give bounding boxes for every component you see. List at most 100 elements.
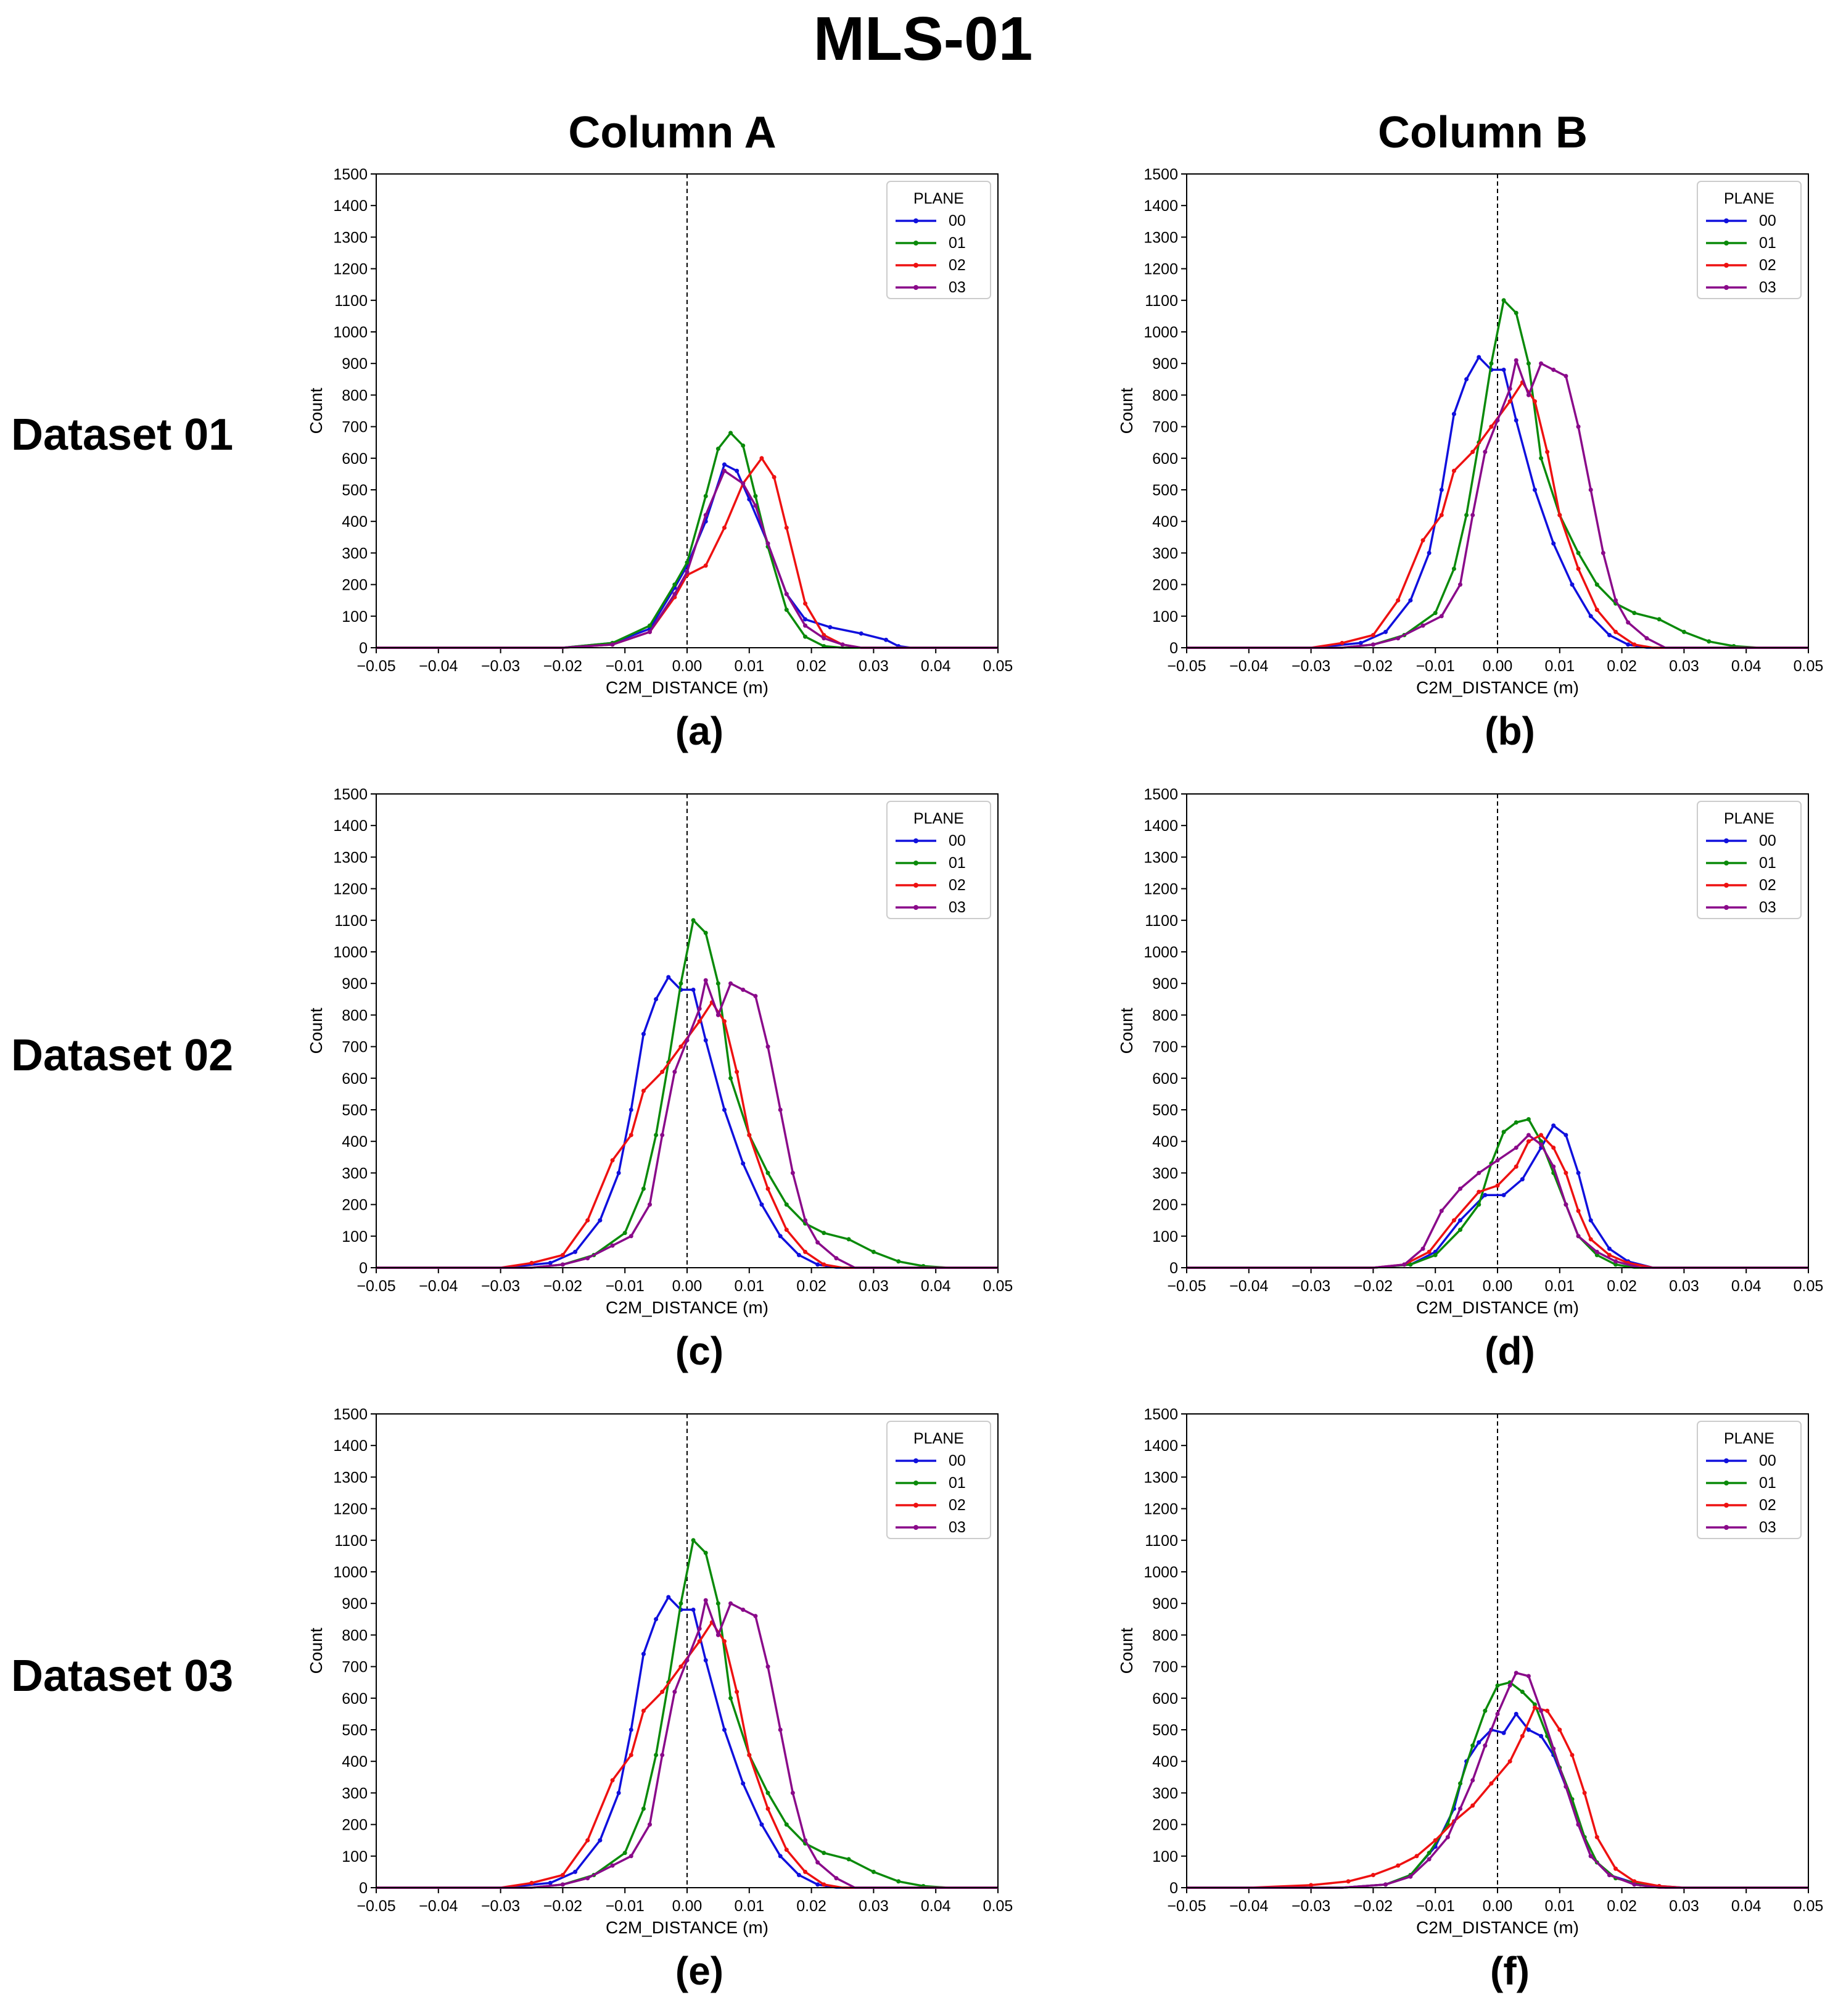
y-tick-label: 800 (1152, 1627, 1178, 1644)
series-point-01 (728, 431, 733, 436)
series-point-03 (1420, 1246, 1425, 1251)
y-tick-label: 1500 (333, 1406, 368, 1423)
series-point-02 (697, 1019, 702, 1024)
legend-marker-03 (913, 1525, 918, 1530)
y-tick-label: 400 (342, 513, 368, 531)
legend-label-03: 03 (949, 279, 966, 296)
legend-marker-03 (1724, 905, 1729, 910)
series-point-03 (648, 1202, 653, 1207)
y-tick-label: 1100 (334, 912, 368, 930)
series-line-02 (1187, 1134, 1808, 1269)
x-tick-label: 0.02 (1607, 1898, 1637, 1915)
series-point-03 (722, 468, 727, 473)
x-tick-label: 0.01 (734, 658, 764, 675)
legend-marker-00 (1724, 838, 1729, 843)
series-point-01 (1501, 298, 1506, 303)
series-point-01 (703, 494, 708, 498)
series-point-03 (815, 1860, 820, 1865)
series-point-03 (685, 569, 690, 574)
legend-title: PLANE (913, 810, 964, 827)
series-line-03 (1187, 1134, 1808, 1269)
y-tick-label: 700 (342, 1039, 368, 1056)
series-point-00 (1514, 418, 1518, 423)
series-point-03 (1594, 1249, 1599, 1254)
series-point-02 (722, 525, 727, 530)
y-tick-label: 1400 (333, 1437, 368, 1455)
legend-label-03: 03 (949, 1519, 966, 1536)
series-point-01 (691, 1538, 696, 1543)
legend-box (886, 1421, 991, 1539)
y-tick-label: 1000 (1143, 944, 1178, 961)
y-axis-label: Count (307, 1627, 326, 1674)
series-point-03 (585, 1256, 590, 1261)
series-point-03 (1507, 386, 1512, 391)
series-point-00 (1626, 642, 1631, 647)
series-point-00 (1427, 550, 1432, 555)
series-point-03 (1564, 374, 1568, 379)
series-point-03 (765, 541, 770, 546)
series-point-01 (1408, 1262, 1413, 1267)
series-point-02 (641, 1088, 646, 1093)
legend-marker-00 (1724, 1458, 1729, 1463)
series-point-01 (1526, 361, 1531, 366)
x-tick-label: −0.03 (1292, 658, 1330, 675)
series-point-02 (765, 1806, 770, 1811)
series-point-01 (753, 494, 758, 498)
y-tick-label: 800 (1152, 1007, 1178, 1024)
y-tick-label: 1200 (333, 1501, 368, 1518)
y-tick-label: 200 (1152, 577, 1178, 594)
legend-label-02: 02 (1759, 1497, 1776, 1514)
series-point-03 (1551, 1746, 1556, 1751)
series-point-02 (1570, 1753, 1575, 1758)
y-tick-label: 1000 (333, 1564, 368, 1581)
series-point-00 (1526, 1727, 1531, 1732)
series-point-00 (654, 1617, 659, 1622)
y-tick-label: 500 (1152, 482, 1178, 499)
series-point-02 (747, 1133, 752, 1138)
legend-box (886, 181, 991, 299)
y-tick-label: 900 (1152, 355, 1178, 373)
legend-marker-01 (1724, 1481, 1729, 1485)
x-tick-label: −0.05 (356, 1278, 395, 1295)
series-point-02 (1539, 1133, 1544, 1138)
legend-label-00: 00 (1759, 832, 1776, 849)
series-point-02 (1576, 1208, 1581, 1213)
series-point-02 (1489, 1781, 1494, 1786)
x-tick-label: −0.02 (1354, 1278, 1393, 1295)
x-tick-label: −0.02 (543, 1278, 582, 1295)
series-point-02 (1557, 1727, 1562, 1732)
series-point-03 (784, 592, 789, 597)
y-tick-label: 1100 (1145, 292, 1178, 310)
x-axis-label: C2M_DISTANCE (m) (606, 1298, 768, 1317)
legend-label-01: 01 (949, 854, 966, 872)
series-point-00 (573, 1249, 578, 1254)
x-tick-label: −0.03 (1292, 1898, 1330, 1915)
series-point-02 (784, 1228, 789, 1233)
y-tick-label: 1500 (1143, 1406, 1178, 1423)
x-tick-label: 0.05 (1794, 658, 1824, 675)
series-point-00 (1501, 367, 1506, 372)
series-point-00 (859, 631, 863, 636)
plot-frame (376, 1413, 999, 1888)
series-point-02 (678, 1044, 683, 1049)
series-point-02 (529, 1260, 534, 1265)
series-point-01 (1594, 582, 1599, 587)
legend-marker-00 (913, 1458, 918, 1463)
series-point-03 (715, 1012, 720, 1017)
series-point-01 (1576, 550, 1581, 555)
series-point-00 (573, 1869, 578, 1874)
x-tick-label: 0.04 (921, 658, 951, 675)
series-point-02 (1526, 1139, 1531, 1144)
legend-label-03: 03 (1759, 899, 1776, 916)
x-tick-label: −0.03 (481, 1898, 520, 1915)
series-point-00 (1576, 1170, 1581, 1175)
series-point-01 (1681, 629, 1686, 634)
series-point-01 (1539, 456, 1544, 461)
legend-label-00: 00 (1759, 212, 1776, 229)
column-title-b: Column B (1378, 108, 1588, 157)
y-tick-label: 800 (1152, 387, 1178, 404)
series-point-02 (772, 475, 777, 480)
y-tick-label: 600 (342, 450, 368, 468)
series-point-03 (1439, 614, 1444, 619)
y-tick-label: 700 (342, 419, 368, 436)
